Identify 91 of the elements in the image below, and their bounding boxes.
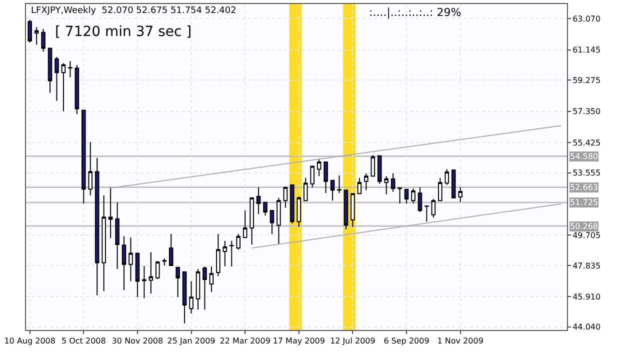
ref-line-label: 51.725 — [570, 198, 598, 207]
candlestick — [142, 266, 146, 299]
candlestick — [122, 236, 126, 290]
candlestick — [162, 258, 167, 266]
x-tick-label: 10 Aug 2008 — [4, 336, 56, 346]
candlestick — [324, 162, 328, 194]
candlestick — [310, 166, 314, 188]
candlestick — [242, 210, 248, 238]
candlestick — [68, 60, 72, 78]
candlestick — [256, 186, 261, 215]
candlestick — [41, 28, 46, 52]
x-tick-label: 12 Jul 2009 — [330, 336, 376, 346]
candlestick — [209, 266, 214, 292]
candlestick — [290, 184, 294, 224]
candlestick — [276, 197, 281, 245]
x-tick-label: 5 Oct 2008 — [61, 336, 106, 346]
candlestick — [28, 19, 32, 44]
y-tick-label: 55.425 — [572, 138, 601, 148]
candlestick — [176, 266, 180, 298]
candlestick — [330, 180, 335, 202]
y-tick-label: 61.145 — [572, 46, 601, 55]
ref-line-label: 52.663 — [570, 183, 598, 192]
candlestick — [350, 193, 355, 228]
candlestick — [303, 177, 308, 202]
candlestick — [431, 198, 436, 218]
candlestick — [384, 176, 388, 195]
candlestick — [148, 252, 154, 294]
y-tick-label: 57.350 — [572, 107, 601, 116]
candlestick — [182, 271, 187, 324]
candlestick — [424, 205, 429, 222]
candlestick — [357, 177, 362, 194]
candlestick — [250, 197, 254, 245]
candlestick — [364, 172, 368, 191]
candlestick — [263, 202, 268, 216]
candlestick — [398, 186, 402, 204]
candlestick — [411, 188, 416, 204]
candlestick — [370, 154, 376, 177]
candlestick — [82, 110, 86, 204]
candlestick — [196, 268, 200, 310]
candlestick — [135, 252, 140, 298]
candlestick — [48, 48, 52, 94]
candlestick — [34, 26, 39, 46]
x-tick-label: 1 Nov 2009 — [437, 336, 484, 346]
chart-title: LFXJPY,Weekly 52.070 52.675 51.754 52.402 — [31, 6, 236, 16]
candlestick — [108, 186, 113, 239]
candlestick — [337, 175, 342, 194]
candlestick — [377, 155, 382, 184]
y-tick-label: 63.070 — [572, 14, 601, 24]
candlestick — [202, 266, 207, 310]
candlestick — [296, 196, 302, 228]
candlestick — [61, 62, 66, 112]
candlestick — [216, 233, 220, 277]
candlestick — [189, 280, 194, 314]
candlestick — [88, 142, 93, 196]
candlestick — [115, 202, 120, 270]
candlestick — [316, 158, 322, 177]
annotation: :....|..:..:..:..: 29% — [369, 6, 462, 19]
candlestick — [270, 210, 274, 234]
candlestick — [458, 186, 462, 202]
candlestick — [444, 168, 450, 186]
y-tick-label: 47.835 — [572, 261, 601, 270]
x-tick-label: 6 Sep 2009 — [384, 336, 430, 346]
candlestick — [156, 260, 160, 280]
x-tick-label: 25 Jan 2009 — [167, 336, 216, 346]
annotation: [ 7120 min 37 sec ] — [55, 24, 192, 40]
candlestick — [94, 157, 100, 296]
candlestick — [390, 172, 396, 192]
y-tick-label: 59.275 — [572, 76, 601, 85]
ref-line-label: 54.580 — [570, 152, 598, 161]
y-tick-label: 45.910 — [572, 292, 601, 302]
candlestick — [229, 240, 234, 268]
x-tick-label: 30 Nov 2008 — [112, 336, 164, 346]
candlestick — [236, 233, 241, 250]
candlestick — [168, 233, 174, 266]
candlestick — [438, 177, 442, 202]
y-tick-label: 44.040 — [572, 322, 601, 332]
candlestick — [404, 188, 409, 204]
candlestick — [283, 186, 288, 208]
candlestick — [344, 190, 348, 230]
x-tick-label: 17 May 2009 — [272, 336, 325, 346]
candlestick — [54, 56, 59, 102]
candlestick — [74, 64, 80, 115]
candlestick — [128, 237, 133, 282]
candlestick — [222, 240, 228, 267]
ref-line-label: 50.268 — [570, 222, 598, 231]
y-tick-label: 49.705 — [572, 230, 601, 240]
candlestick — [418, 186, 422, 212]
y-tick-label: 53.555 — [572, 168, 601, 178]
x-tick-label: 22 Mar 2009 — [220, 336, 270, 346]
candlestick — [451, 168, 456, 198]
candlestick — [102, 194, 106, 292]
